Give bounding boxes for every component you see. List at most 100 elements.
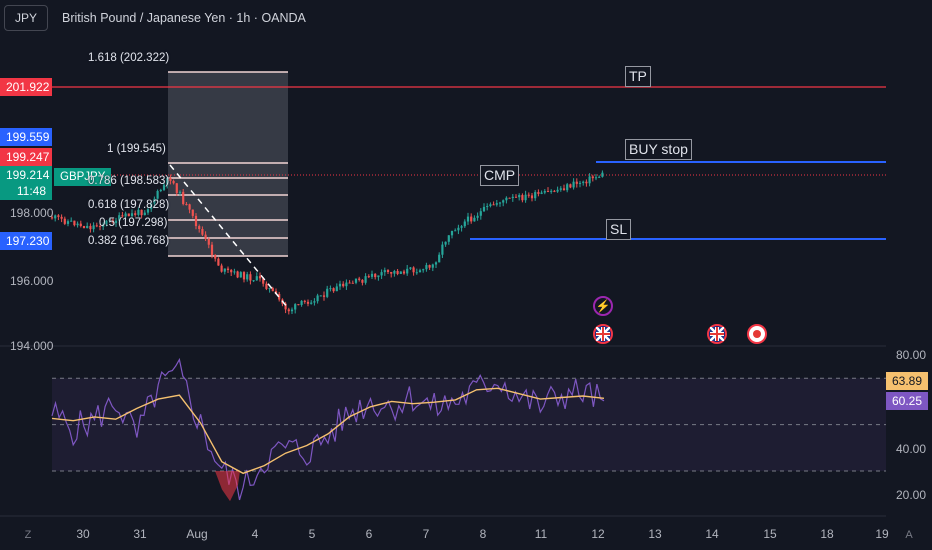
- candle-body: [556, 189, 559, 192]
- candle-body: [354, 278, 358, 283]
- tp-label[interactable]: TP: [625, 66, 651, 87]
- symbol-button[interactable]: JPY: [4, 5, 48, 31]
- candle-body: [361, 279, 364, 283]
- candle-body: [60, 216, 63, 219]
- time-axis-label: 6: [365, 527, 373, 541]
- candle-body: [406, 268, 409, 274]
- price-tick: 198.000: [10, 206, 54, 220]
- candle-body: [335, 286, 338, 292]
- time-axis-label: 15: [763, 527, 777, 541]
- projection-line: [169, 164, 289, 309]
- candle-body: [402, 271, 406, 274]
- candle-body: [591, 176, 594, 179]
- current-price: 199.214: [6, 168, 50, 182]
- candle-body: [562, 188, 566, 191]
- candle-body: [146, 209, 150, 213]
- candle-body: [66, 221, 70, 224]
- candle-body: [345, 282, 348, 287]
- candle-body: [130, 213, 134, 217]
- candle-body: [409, 267, 412, 269]
- candle-body: [425, 265, 428, 270]
- time-axis-label: 8: [479, 527, 487, 541]
- candle-body: [198, 226, 201, 230]
- time-axis-auto-button[interactable]: A: [905, 529, 913, 541]
- candle-body: [585, 181, 588, 184]
- lightning-icon[interactable]: ⚡: [593, 296, 613, 316]
- candle-body: [175, 183, 178, 193]
- time-axis-label: 12: [591, 527, 605, 541]
- candle-body: [159, 189, 162, 191]
- buy-stop-label[interactable]: BUY stop: [625, 139, 692, 160]
- candle-body: [252, 280, 255, 282]
- candle-body: [329, 288, 332, 290]
- candle-body: [79, 223, 82, 226]
- rsi-value: 60.25: [886, 392, 928, 410]
- symbol-tag: GBPJPY: [54, 168, 112, 186]
- candle-body: [169, 177, 172, 181]
- candle-body: [255, 276, 258, 281]
- candle-body: [105, 220, 108, 225]
- candle-body: [508, 197, 511, 199]
- candle-body: [294, 304, 297, 310]
- candle-body: [204, 234, 207, 239]
- current-price-tag: 199.214 11:48: [0, 166, 52, 200]
- candle-body: [185, 204, 188, 206]
- candle-body: [322, 295, 326, 297]
- time-axis-label: 13: [648, 527, 662, 541]
- candle-body: [73, 220, 76, 226]
- candle-body: [492, 204, 495, 206]
- candle-body: [473, 217, 476, 222]
- candle-body: [127, 213, 130, 217]
- candle-body: [422, 269, 425, 271]
- candle-body: [594, 177, 598, 179]
- time-axis-label: 14: [705, 527, 719, 541]
- candle-body: [358, 278, 361, 280]
- candle-body: [316, 295, 319, 302]
- candle-body: [313, 301, 316, 303]
- sl-label[interactable]: SL: [606, 219, 632, 240]
- time-axis-label: 5: [308, 527, 316, 541]
- candle-body: [450, 230, 454, 236]
- rsi-tick: 40.00: [896, 442, 927, 456]
- record-icon[interactable]: [747, 324, 767, 344]
- time-axis-label: 11: [534, 527, 548, 541]
- candle-body: [598, 176, 601, 178]
- candle-body: [76, 223, 79, 226]
- uk-flag-icon[interactable]: [707, 324, 727, 344]
- candle-body: [297, 304, 300, 306]
- candle-body: [338, 283, 342, 287]
- uk-flag-icon[interactable]: [593, 324, 613, 344]
- candle-body: [332, 288, 335, 292]
- candle-body: [527, 194, 530, 196]
- candle-body: [511, 196, 514, 198]
- candle-body: [54, 215, 57, 219]
- candle-body: [569, 184, 572, 188]
- candle-body: [396, 270, 399, 274]
- candle-body: [150, 203, 153, 210]
- candle-body: [258, 276, 262, 279]
- time-axis-label: 4: [251, 527, 259, 541]
- time-axis-scroll-left[interactable]: Z: [24, 529, 32, 541]
- candle-body: [486, 206, 489, 208]
- candle-body: [284, 303, 287, 310]
- candle-body: [223, 268, 226, 272]
- candle-body: [95, 225, 98, 227]
- candle-body: [498, 202, 502, 204]
- candle-body: [566, 184, 569, 191]
- candle-body: [377, 275, 380, 278]
- candle-body: [162, 184, 166, 190]
- candle-body: [351, 282, 354, 284]
- cmp-label[interactable]: CMP: [480, 165, 520, 186]
- candle-body: [233, 271, 236, 273]
- rsi-oversold-fill: [215, 471, 240, 502]
- price-tick: 196.000: [10, 274, 54, 288]
- candle-body: [466, 216, 470, 222]
- candle-body: [537, 192, 540, 194]
- candle-body: [572, 181, 575, 188]
- candle-body: [166, 177, 169, 185]
- candle-body: [447, 235, 450, 242]
- candle-body: [57, 215, 60, 217]
- candle-body: [348, 282, 351, 284]
- candle-body: [543, 191, 546, 193]
